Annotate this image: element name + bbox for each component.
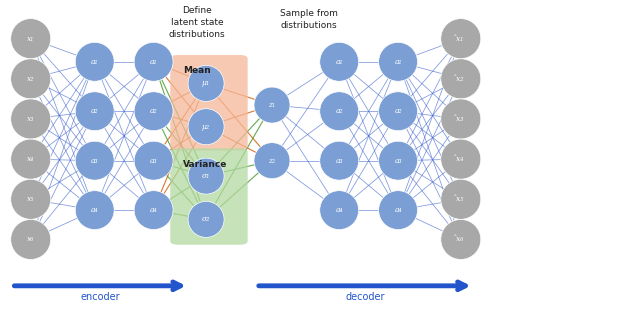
Text: a₁: a₁ (150, 58, 157, 66)
Ellipse shape (379, 92, 417, 131)
Ellipse shape (254, 87, 290, 123)
Text: σ₂: σ₂ (202, 215, 210, 223)
Ellipse shape (320, 191, 358, 230)
Text: Mean: Mean (183, 66, 211, 75)
Text: ̂x₃: ̂x₃ (457, 115, 465, 123)
Ellipse shape (441, 139, 481, 179)
Ellipse shape (320, 42, 358, 81)
Ellipse shape (76, 141, 114, 180)
Text: z₁: z₁ (269, 101, 275, 109)
Ellipse shape (11, 99, 51, 139)
Text: a₄: a₄ (91, 206, 99, 214)
Ellipse shape (11, 219, 51, 260)
Ellipse shape (320, 92, 358, 131)
Ellipse shape (441, 99, 481, 139)
Text: x₄: x₄ (27, 155, 35, 163)
Text: Variance: Variance (183, 160, 227, 169)
Text: encoder: encoder (81, 292, 120, 302)
Text: decoder: decoder (345, 292, 385, 302)
Text: ̂x₆: ̂x₆ (457, 235, 465, 243)
Text: a₄: a₄ (394, 206, 402, 214)
Ellipse shape (11, 139, 51, 179)
Text: a₃: a₃ (91, 157, 99, 165)
Ellipse shape (134, 191, 173, 230)
Text: a₄: a₄ (335, 206, 343, 214)
Text: ̂x₄: ̂x₄ (457, 155, 465, 163)
Text: μ₁: μ₁ (202, 79, 210, 87)
Ellipse shape (188, 66, 224, 101)
Text: a₄: a₄ (150, 206, 157, 214)
Text: x₁: x₁ (27, 35, 35, 43)
Text: σ₁: σ₁ (202, 172, 210, 180)
FancyBboxPatch shape (170, 148, 248, 245)
Text: x₃: x₃ (27, 115, 35, 123)
Ellipse shape (188, 109, 224, 145)
Ellipse shape (76, 92, 114, 131)
Text: a₁: a₁ (91, 58, 99, 66)
Ellipse shape (11, 179, 51, 219)
Text: a₁: a₁ (335, 58, 343, 66)
Text: a₂: a₂ (150, 107, 157, 115)
Ellipse shape (134, 42, 173, 81)
Text: z₂: z₂ (269, 157, 275, 165)
Text: ̂x₅: ̂x₅ (457, 195, 465, 203)
Text: ̂x₁: ̂x₁ (457, 35, 465, 43)
Text: a₃: a₃ (150, 157, 157, 165)
Text: x₂: x₂ (27, 75, 35, 83)
Ellipse shape (76, 42, 114, 81)
Ellipse shape (11, 59, 51, 99)
Text: a₂: a₂ (91, 107, 99, 115)
Ellipse shape (379, 191, 417, 230)
Text: a₂: a₂ (335, 107, 343, 115)
FancyBboxPatch shape (170, 55, 248, 150)
Ellipse shape (441, 59, 481, 99)
Ellipse shape (379, 141, 417, 180)
Ellipse shape (320, 141, 358, 180)
Text: a₃: a₃ (394, 157, 402, 165)
Ellipse shape (441, 219, 481, 260)
Ellipse shape (441, 19, 481, 59)
Text: x₆: x₆ (27, 235, 35, 243)
Text: μ₂: μ₂ (202, 123, 210, 131)
Ellipse shape (441, 179, 481, 219)
Ellipse shape (254, 143, 290, 179)
Ellipse shape (134, 141, 173, 180)
Ellipse shape (76, 191, 114, 230)
Ellipse shape (134, 92, 173, 131)
Text: Sample from
distributions: Sample from distributions (280, 9, 338, 30)
Text: a₁: a₁ (394, 58, 402, 66)
Ellipse shape (188, 158, 224, 194)
Ellipse shape (379, 42, 417, 81)
Text: x₅: x₅ (27, 195, 35, 203)
Ellipse shape (188, 201, 224, 237)
Text: ̂x₂: ̂x₂ (457, 75, 465, 83)
Text: a₃: a₃ (335, 157, 343, 165)
Ellipse shape (11, 19, 51, 59)
Text: Define
latent state
distributions: Define latent state distributions (169, 6, 225, 39)
Text: a₂: a₂ (394, 107, 402, 115)
